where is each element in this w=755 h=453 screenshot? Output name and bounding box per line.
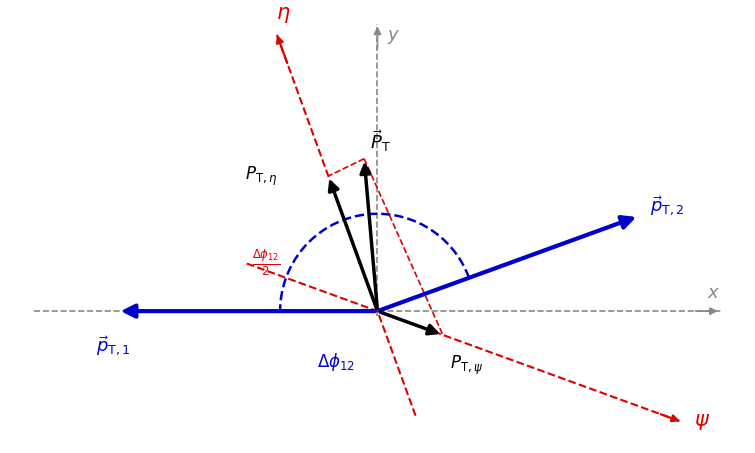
Text: $P_{\mathrm{T},\psi}$: $P_{\mathrm{T},\psi}$	[450, 353, 483, 376]
Text: $\vec{p}_{\mathrm{T},2}$: $\vec{p}_{\mathrm{T},2}$	[650, 195, 685, 218]
Text: $\vec{P}_{\mathrm{T}}$: $\vec{P}_{\mathrm{T}}$	[370, 128, 390, 154]
Text: $x$: $x$	[707, 284, 720, 302]
Text: $P_{\mathrm{T},\eta}$: $P_{\mathrm{T},\eta}$	[245, 164, 277, 188]
Text: $\psi$: $\psi$	[694, 412, 710, 432]
Text: $\frac{\Delta\phi_{12}}{2}$: $\frac{\Delta\phi_{12}}{2}$	[252, 247, 280, 278]
Text: $y$: $y$	[387, 28, 400, 46]
Text: $\Delta\phi_{12}$: $\Delta\phi_{12}$	[317, 351, 355, 373]
Text: $\eta$: $\eta$	[276, 5, 291, 25]
Text: $\vec{p}_{\mathrm{T},1}$: $\vec{p}_{\mathrm{T},1}$	[96, 334, 131, 358]
